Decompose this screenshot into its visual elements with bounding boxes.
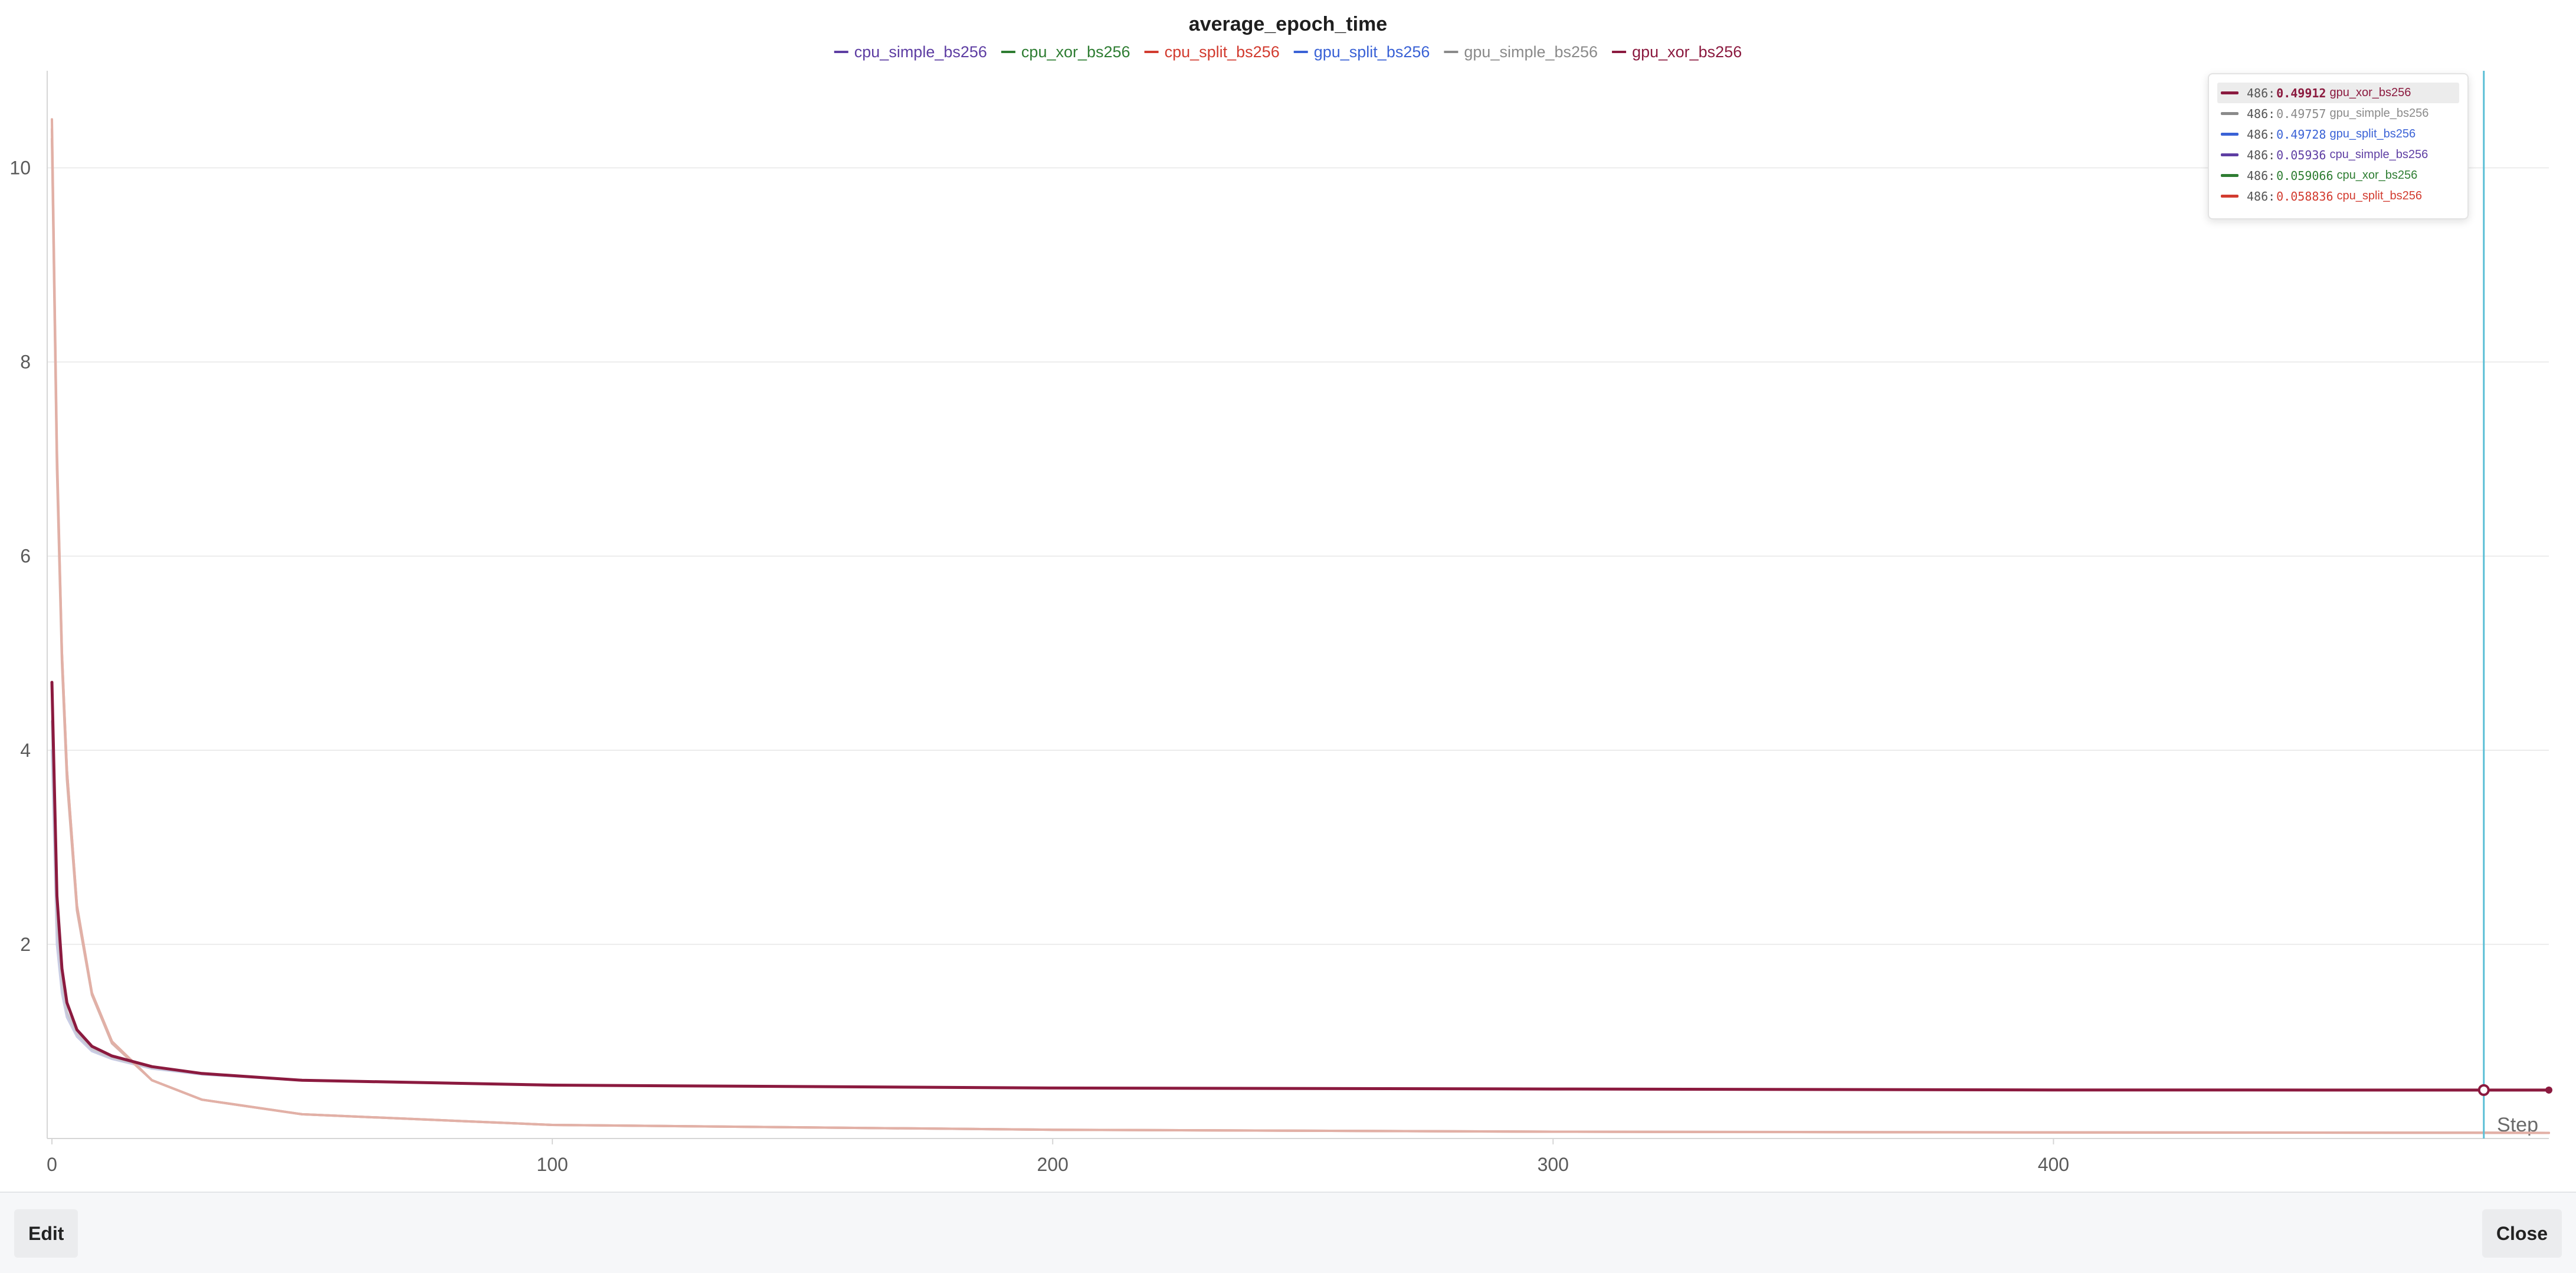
x-tick-label: 400: [2038, 1154, 2069, 1175]
tooltip-step: 486:: [2247, 127, 2276, 142]
y-tick-label: 4: [20, 740, 31, 761]
hover-tooltip: 486: 0.49912 gpu_xor_bs256 486: 0.49757 gpu_s…: [2208, 73, 2469, 219]
tooltip-swatch: [2221, 133, 2239, 136]
tooltip-swatch: [2221, 174, 2239, 177]
series-end-point: [2545, 1086, 2552, 1094]
tooltip-step: 486:: [2247, 147, 2276, 162]
legend-label: cpu_xor_bs256: [1021, 43, 1130, 61]
tooltip-series-name: cpu_simple_bs256: [2329, 148, 2428, 161]
tooltip-swatch: [2221, 195, 2239, 198]
tooltip-step: 486:: [2247, 86, 2276, 100]
legend-item-cpu_xor_bs256[interactable]: cpu_xor_bs256: [1001, 43, 1130, 61]
tooltip-swatch: [2221, 153, 2239, 156]
legend: cpu_simple_bs256 cpu_xor_bs256 cpu_split_b…: [834, 43, 1742, 61]
tooltip-step: 486:: [2247, 168, 2276, 183]
legend-label: gpu_xor_bs256: [1632, 43, 1742, 61]
tooltip-row: 486: 0.49912 gpu_xor_bs256: [2217, 83, 2459, 103]
y-tick-label: 2: [20, 934, 31, 955]
x-tick-label: 200: [1037, 1154, 1068, 1175]
tooltip-series-name: gpu_split_bs256: [2329, 127, 2416, 140]
tooltip-value: 0.49757: [2276, 106, 2326, 121]
series-line-gpu_simple_bs256[interactable]: [51, 720, 2550, 1092]
close-button[interactable]: Close: [2482, 1209, 2562, 1258]
tooltip-series-name: cpu_split_bs256: [2336, 189, 2423, 202]
y-tick-label: 6: [20, 546, 31, 567]
tooltip-series-name: cpu_xor_bs256: [2336, 169, 2418, 182]
x-tick-label: 300: [1538, 1154, 1569, 1175]
tooltip-swatch: [2221, 91, 2239, 94]
tooltip-step: 486:: [2247, 189, 2276, 204]
legend-label: cpu_split_bs256: [1165, 43, 1280, 61]
legend-item-cpu_simple_bs256[interactable]: cpu_simple_bs256: [834, 43, 987, 61]
legend-label: gpu_split_bs256: [1314, 43, 1430, 61]
tooltip-value: 0.058836: [2276, 189, 2334, 204]
tooltip-swatch: [2221, 112, 2239, 115]
tooltip-value: 0.49728: [2276, 127, 2326, 142]
legend-item-gpu_xor_bs256[interactable]: gpu_xor_bs256: [1612, 43, 1742, 61]
tooltip-series-name: gpu_simple_bs256: [2329, 107, 2429, 120]
footer-bar: [0, 1192, 2576, 1273]
legend-item-gpu_simple_bs256[interactable]: gpu_simple_bs256: [1444, 43, 1598, 61]
series-line-gpu_split_bs256[interactable]: [51, 749, 2550, 1092]
tooltip-row: 486: 0.49728 gpu_split_bs256: [2217, 124, 2459, 145]
x-tick-label: 100: [536, 1154, 568, 1175]
y-tick-label: 8: [20, 352, 31, 373]
tooltip-value: 0.05936: [2276, 147, 2326, 162]
edit-button[interactable]: Edit: [14, 1209, 78, 1258]
series-line-cpu_xor_bs256[interactable]: [51, 137, 2550, 1134]
legend-label: gpu_simple_bs256: [1464, 43, 1598, 61]
tooltip-series-name: gpu_xor_bs256: [2329, 86, 2411, 99]
tooltip-row: 486: 0.059066 cpu_xor_bs256: [2217, 165, 2459, 186]
chart-title: average_epoch_time: [1189, 13, 1387, 35]
y-tick-label: 10: [9, 158, 31, 179]
x-tick-label: 0: [47, 1154, 57, 1175]
tooltip-value: 0.49912: [2276, 86, 2326, 100]
series-line-cpu_split_bs256[interactable]: [51, 118, 2550, 1134]
tooltip-value: 0.059066: [2276, 168, 2334, 183]
legend-label: cpu_simple_bs256: [854, 43, 987, 61]
series-line-cpu_simple_bs256[interactable]: [51, 127, 2550, 1134]
legend-item-gpu_split_bs256[interactable]: gpu_split_bs256: [1293, 43, 1430, 61]
hover-point: [2477, 1084, 2490, 1096]
tooltip-row: 486: 0.058836 cpu_split_bs256: [2217, 186, 2459, 206]
tooltip-step: 486:: [2247, 106, 2276, 121]
tooltip-row: 486: 0.49757 gpu_simple_bs256: [2217, 103, 2459, 124]
tooltip-row: 486: 0.05936 cpu_simple_bs256: [2217, 145, 2459, 165]
series-line-gpu_xor_bs256[interactable]: [50, 681, 2551, 1092]
legend-item-cpu_split_bs256[interactable]: cpu_split_bs256: [1144, 43, 1280, 61]
